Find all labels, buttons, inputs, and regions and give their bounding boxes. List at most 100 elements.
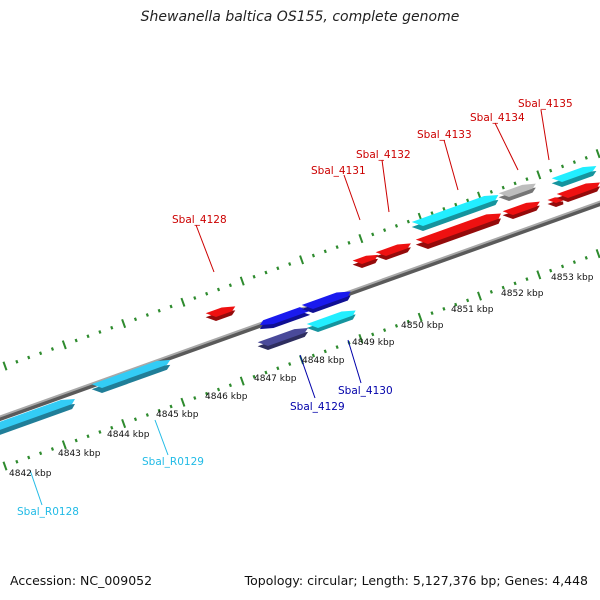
gene-label: Sbal_R0129 [142,456,204,468]
minor-tick [311,253,315,258]
minor-tick [98,430,102,434]
minor-tick [549,168,553,173]
gene-feature-gray-face [498,183,536,197]
gene-feature-4131 [352,254,379,268]
leader-line [299,354,316,399]
kbp-label: 4843 kbp [58,449,101,459]
major-tick [536,270,542,280]
minor-tick [145,313,149,317]
kbp-label: 4849 kbp [352,338,395,348]
kbp-label: 4851 kbp [451,305,494,315]
gene-feature-4134-shadow [502,205,540,219]
minor-tick [27,355,31,360]
minor-tick [584,255,588,260]
minor-tick [572,260,576,264]
gene-label: Sbal_4132 [356,149,411,161]
major-tick [595,249,600,259]
minor-tick [39,451,43,456]
gene-feature-4130-face [306,310,356,328]
minor-tick [513,181,517,186]
minor-tick [228,283,232,288]
major-tick [2,461,8,471]
rna-feature-r0129 [91,359,171,393]
gene-feature-4129-face [257,327,309,346]
major-tick [595,149,600,159]
genome-title: Shewanella baltica OS155, complete genom… [140,9,460,25]
minor-tick [169,404,173,409]
leader-line [494,122,519,171]
minor-tick [489,189,493,194]
minor-tick [383,328,387,332]
genome-summary-text: Topology: circular; Length: 5,127,376 bp… [244,573,588,588]
minor-tick [252,274,256,279]
minor-tick [157,308,161,313]
major-tick [180,297,186,307]
minor-tick [110,325,114,330]
minor-tick [584,155,588,160]
major-tick [121,318,127,329]
gene-feature-cyan-right [551,165,597,187]
minor-tick [169,304,173,309]
minor-tick [133,417,138,422]
leader-line [195,224,215,273]
minor-tick [383,228,387,232]
major-tick [180,397,186,407]
minor-tick [86,434,90,439]
minor-tick [110,425,114,430]
minor-tick [39,351,43,356]
leader-line [540,109,550,161]
gene-feature-4129b [301,291,351,313]
gene-feature-4133-shadow [415,218,501,249]
minor-tick [525,177,529,181]
minor-tick [454,302,458,307]
gene-feature-4128 [205,306,236,321]
minor-tick [252,374,256,379]
major-tick [417,312,423,322]
gene-feature-4134 [502,201,540,219]
gene-feature-4132 [375,243,411,260]
minor-tick [98,330,102,334]
gene-feature-4136 [556,182,600,202]
gene-feature-cyan-right-shadow [551,170,597,187]
kbp-label: 4844 kbp [107,430,150,440]
gene-feature-cyan-upper-shadow [411,199,499,231]
kbp-label: 4852 kbp [501,289,544,299]
minor-tick [157,408,161,413]
gene-feature-gray-shadow [498,187,536,201]
rna-feature-r0129-face [91,359,171,388]
minor-tick [74,438,78,443]
minor-tick [335,245,339,249]
minor-tick [572,160,576,164]
minor-tick [228,383,232,388]
gene-feature-cyan-right-face [551,165,597,182]
gene-feature-4135-shadow [547,201,564,207]
minor-tick [50,347,55,351]
kbp-label: 4845 kbp [156,410,199,420]
minor-tick [50,447,55,451]
minor-tick [371,232,375,237]
minor-tick [276,266,280,271]
kbp-label: 4842 kbp [9,469,52,479]
gene-feature-4128-shadow [205,310,236,321]
gene-feature-4128-face [205,306,236,317]
gene-label: Sbal_4130 [338,385,393,397]
kbp-labels: 4842 kbp 4843 kbp 4844 kbp 4845 kbp 4846 kbp… [9,273,594,479]
kbp-label: 4853 kbp [551,273,594,283]
minor-tick [264,270,268,275]
gene-feature-4129a-face [259,307,311,326]
gene-feature-4133-face [415,213,501,244]
major-tick [536,170,542,180]
major-tick [121,418,127,429]
leader-line [347,339,362,384]
gene-feature-4129a [259,307,311,330]
major-tick [239,276,245,286]
rna-feature-r0128-face [0,398,75,430]
gene-label: Sbal_4135 [518,98,573,110]
minor-tick [133,317,138,322]
gene-feature-4131-shadow [352,258,379,268]
minor-tick [454,202,458,207]
minor-tick [430,311,434,315]
minor-tick [15,359,19,364]
minor-tick [442,206,446,211]
minor-tick [15,459,19,464]
